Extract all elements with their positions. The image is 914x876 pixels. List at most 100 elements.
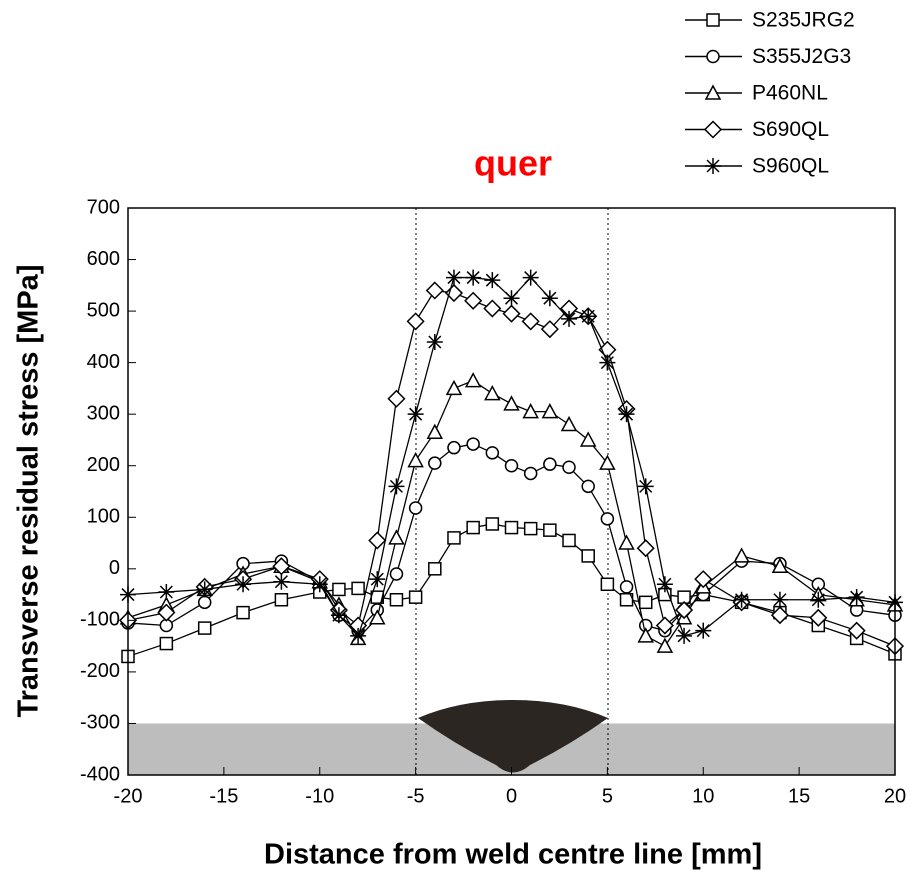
marker — [158, 584, 175, 601]
marker — [406, 312, 425, 331]
marker — [351, 581, 365, 596]
marker — [350, 627, 367, 644]
marker — [733, 547, 750, 563]
marker — [560, 415, 578, 432]
marker — [655, 616, 674, 635]
marker — [389, 567, 404, 581]
marker — [447, 440, 461, 455]
marker — [771, 557, 789, 573]
marker — [484, 384, 501, 401]
marker — [541, 290, 558, 307]
marker — [675, 600, 694, 620]
marker — [809, 608, 828, 627]
y-tick-label: -300 — [80, 712, 120, 734]
marker — [408, 590, 423, 604]
marker — [388, 478, 405, 495]
marker — [368, 531, 387, 550]
marker — [389, 592, 404, 607]
legend-marker — [706, 13, 720, 27]
marker — [483, 299, 502, 318]
marker — [523, 466, 538, 481]
marker — [273, 573, 290, 590]
y-tick-label: 700 — [87, 196, 120, 218]
legend-label: S690QL — [752, 118, 829, 141]
marker — [485, 517, 500, 531]
marker — [465, 269, 482, 286]
marker — [236, 605, 250, 620]
x-tick-label: -15 — [209, 785, 238, 807]
legend-label: P460NL — [752, 82, 828, 105]
x-tick-label: 20 — [884, 785, 906, 807]
plot — [118, 269, 905, 664]
y-tick-label: 300 — [87, 402, 120, 424]
marker — [695, 622, 712, 639]
marker — [466, 437, 480, 451]
marker — [523, 521, 538, 536]
marker — [522, 403, 539, 419]
marker — [637, 627, 654, 643]
marker — [485, 446, 500, 460]
marker — [694, 570, 713, 589]
marker — [387, 389, 406, 408]
marker — [330, 607, 347, 624]
marker — [332, 582, 346, 597]
marker — [521, 312, 540, 331]
marker — [235, 576, 252, 593]
x-tick-label: 10 — [692, 785, 714, 807]
marker — [197, 621, 212, 635]
marker — [502, 304, 521, 323]
marker — [159, 636, 174, 651]
y-tick-label: 100 — [87, 506, 120, 528]
marker — [580, 308, 597, 325]
marker — [504, 520, 519, 535]
marker — [656, 576, 673, 593]
marker — [540, 320, 559, 339]
marker — [543, 457, 557, 471]
x-tick-label: -20 — [114, 785, 143, 807]
marker — [656, 637, 674, 653]
marker — [562, 460, 576, 475]
y-tick-label: 0 — [109, 557, 120, 579]
x-tick-label: -10 — [305, 785, 334, 807]
marker — [388, 529, 405, 545]
marker — [771, 591, 788, 608]
marker — [503, 395, 520, 411]
y-tick-label: 400 — [87, 351, 120, 373]
marker — [561, 310, 578, 327]
marker — [445, 379, 463, 396]
marker — [311, 576, 328, 593]
marker — [504, 458, 519, 473]
marker — [810, 591, 827, 608]
marker — [196, 581, 213, 598]
marker — [599, 354, 616, 371]
legend-marker — [704, 84, 722, 100]
y-tick-label: 200 — [87, 454, 120, 476]
marker — [428, 456, 442, 470]
marker — [426, 334, 443, 351]
marker — [581, 479, 595, 494]
marker — [428, 562, 442, 576]
marker — [600, 512, 615, 526]
marker — [581, 549, 595, 563]
marker — [543, 523, 557, 537]
marker — [599, 454, 616, 470]
marker — [541, 403, 559, 419]
marker — [636, 539, 655, 558]
marker — [484, 272, 501, 289]
x-tick-label: 0 — [506, 785, 517, 807]
y-tick-label: 500 — [87, 299, 120, 321]
legend-label: S960QL — [752, 155, 829, 178]
legend-marker — [706, 49, 720, 64]
marker — [503, 290, 520, 307]
marker — [447, 531, 461, 545]
marker — [407, 406, 424, 423]
marker — [425, 281, 444, 300]
marker — [445, 269, 462, 286]
y-tick-label: -400 — [80, 763, 120, 785]
marker — [197, 595, 212, 610]
marker — [522, 269, 539, 286]
legend-marker — [705, 158, 721, 174]
y-tick-label: -200 — [80, 660, 120, 682]
marker — [618, 406, 635, 423]
